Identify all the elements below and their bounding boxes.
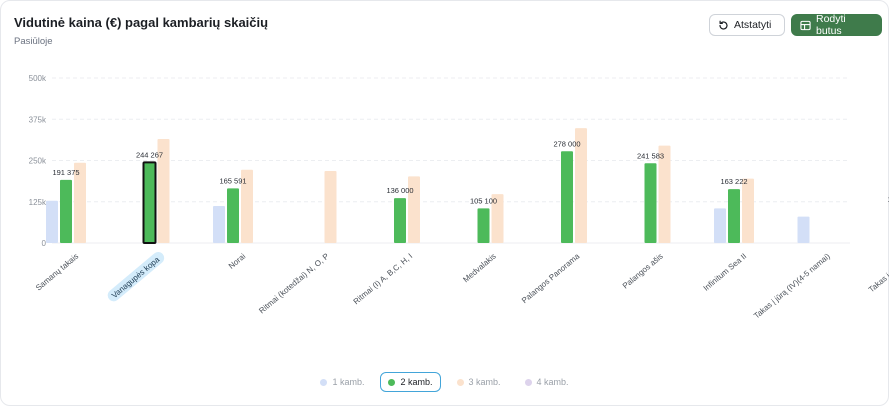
- show-apartments-button[interactable]: Rodyti butus: [791, 13, 882, 37]
- bar-3-room: [74, 162, 86, 243]
- y-tick-label: 250k: [29, 157, 47, 166]
- legend-label-4-rooms: 4 kamb.: [536, 377, 569, 387]
- bar-2-room: [728, 189, 740, 243]
- bar-1-room: [714, 208, 726, 243]
- legend-dot-3-rooms: [456, 378, 464, 386]
- bar-2-room: [644, 163, 657, 243]
- reset-button-label: Atstatyti: [734, 19, 772, 31]
- bar-1-room: [797, 216, 810, 243]
- bar-2-room: [394, 198, 406, 243]
- x-tick-label: Palangos ašis: [621, 252, 665, 291]
- chart-subtitle: Pasiūloje: [14, 36, 53, 47]
- legend-item-1-room[interactable]: 1 kamb.: [312, 372, 372, 392]
- legend-dot-2-rooms: [388, 378, 396, 386]
- legend-dot-4-rooms: [524, 378, 532, 386]
- data-label: 136 000: [386, 186, 413, 195]
- x-tick-label: Ritmai (I) A, B,C, H, I: [352, 252, 415, 307]
- x-tick-label: Norai: [227, 251, 248, 270]
- x-tick-label: Medvalakis: [461, 252, 497, 285]
- x-tick-label: Takas į jūrą (IV)(4-5 namai): [752, 251, 832, 320]
- data-label: 278 000: [553, 139, 580, 148]
- y-tick-label: 0: [42, 239, 47, 248]
- x-tick-label: Vanagupės kopa: [110, 255, 162, 300]
- data-label: 109 000: [887, 195, 889, 204]
- legend-item-2-rooms[interactable]: 2 kamb.: [380, 372, 441, 392]
- chart-legend: 1 kamb. 2 kamb. 3 kamb. 4 kamb.: [0, 372, 889, 392]
- reset-icon: [718, 20, 729, 31]
- legend-label-1-room: 1 kamb.: [332, 377, 365, 387]
- table-icon: [800, 20, 811, 31]
- bar-2-room: [60, 179, 72, 243]
- data-label: 163 222: [720, 177, 747, 186]
- data-label: 244 267: [136, 150, 163, 159]
- bar-1-room: [46, 200, 58, 243]
- x-tick-label: Infinitum Sea II: [702, 252, 749, 293]
- x-tick-label: Takas į jūrą (IV): [867, 251, 889, 294]
- bar-2-room: [477, 208, 490, 243]
- highlighted-category-badge[interactable]: Vanagupės kopa: [105, 250, 166, 304]
- bar-3-room: [241, 169, 253, 243]
- x-tick-label: Ritmai (kotedžai) N, O, P: [257, 252, 331, 316]
- legend-label-2-rooms: 2 kamb.: [400, 377, 433, 387]
- bar-3-room: [658, 145, 671, 243]
- highlight-badge-bg: [107, 252, 165, 302]
- bar-1-room: [213, 206, 225, 243]
- reset-button[interactable]: Atstatyti: [709, 14, 785, 36]
- chart-title: Vidutinė kaina (€) pagal kambarių skaiči…: [14, 15, 269, 30]
- bar-3-room: [408, 176, 420, 243]
- x-tick-label: Palangos Panorama: [520, 251, 582, 305]
- y-tick-label: 500k: [29, 74, 47, 83]
- y-tick-label: 125k: [29, 198, 47, 207]
- data-label: 191 375: [52, 168, 79, 177]
- legend-label-3-rooms: 3 kamb.: [468, 377, 501, 387]
- bar-3-room: [324, 171, 337, 243]
- bar-3-room: [491, 194, 504, 243]
- x-tick-label: Samanų takais: [34, 252, 80, 293]
- bar-2-room: [227, 188, 239, 243]
- legend-dot-1-room: [320, 378, 328, 386]
- data-label: 105 100: [470, 196, 497, 205]
- bar-2-room: [561, 151, 573, 243]
- data-label: 165 591: [219, 176, 246, 185]
- bar-3-room: [157, 139, 170, 243]
- bar-3-room: [742, 178, 754, 243]
- bar-2-room: [142, 161, 157, 244]
- legend-item-3-rooms[interactable]: 3 kamb.: [449, 372, 509, 392]
- y-tick-label: 375k: [29, 115, 47, 124]
- bar-3-room: [575, 128, 587, 243]
- legend-item-4-rooms[interactable]: 4 kamb.: [517, 372, 577, 392]
- show-apartments-label: Rodyti butus: [816, 13, 846, 37]
- data-label: 241 583: [637, 151, 664, 160]
